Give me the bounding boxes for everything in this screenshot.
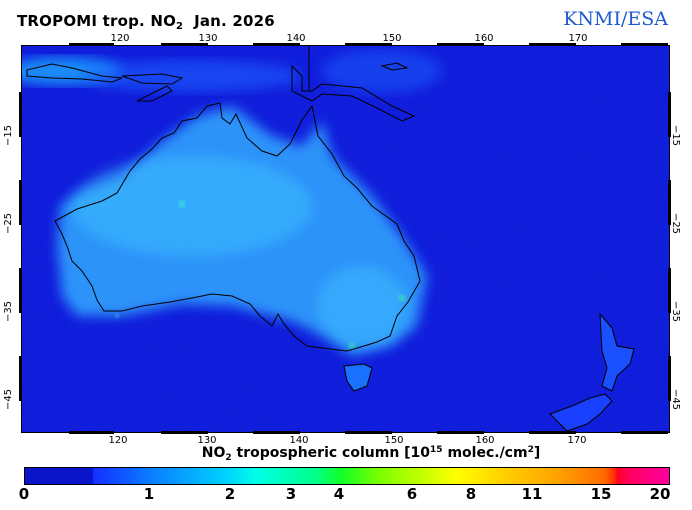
colorbar-title-no: NO [201, 445, 226, 461]
colorbar-label-3: 3 [285, 485, 297, 503]
colorbar-title: NO2 tropospheric column [1015 molec./cm2… [0, 445, 692, 463]
java-coastline [26, 63, 123, 83]
nz-north-island [599, 312, 635, 392]
bottom-axis-bar [437, 431, 484, 434]
x-tick-top-150: 150 [382, 33, 402, 44]
timor-coastline [136, 85, 173, 102]
no2-map [22, 46, 669, 432]
bottom-axis-bar [345, 431, 392, 434]
top-axis-bar [437, 43, 484, 46]
colorbar-label-20: 20 [649, 485, 671, 503]
x-tick-top-170: 170 [568, 33, 588, 44]
colorbar-label-8: 8 [465, 485, 477, 503]
x-tick-bottom-140: 140 [289, 435, 309, 446]
right-axis-bar [668, 268, 671, 313]
left-axis-bar [19, 180, 22, 225]
x-tick-bottom-170: 170 [567, 435, 587, 446]
title-text: TROPOMI trop. NO [17, 12, 177, 30]
bottom-axis-bar [529, 431, 576, 434]
y-tick-right-15: −15 [670, 124, 682, 147]
y-tick-left-45: −45 [3, 388, 15, 411]
y-tick-left-25: −25 [3, 212, 15, 235]
top-axis-bar [161, 43, 208, 46]
colorbar-label-4: 4 [333, 485, 345, 503]
right-axis-bar [668, 180, 671, 225]
y-tick-right-25: −25 [670, 212, 682, 235]
top-axis-bar [621, 43, 668, 46]
colorbar-label-15: 15 [590, 485, 612, 503]
colorbar-title-mid: tropospheric column [10 [231, 445, 431, 461]
credit-label: KNMI/ESA [563, 8, 668, 30]
tasmania-coastline [343, 363, 373, 392]
left-axis-bar [19, 92, 22, 137]
y-tick-left-35: −35 [3, 300, 15, 323]
x-tick-top-130: 130 [198, 33, 218, 44]
colorbar-title-unit: molec./cm [442, 445, 528, 461]
left-axis-bar [19, 356, 22, 401]
x-tick-bottom-150: 150 [384, 435, 404, 446]
x-tick-top-140: 140 [286, 33, 306, 44]
x-tick-top-160: 160 [474, 33, 494, 44]
colorbar-title-end: ] [533, 445, 541, 461]
australia-coastline [54, 102, 421, 352]
left-axis-bar [19, 268, 22, 313]
y-tick-right-45: −45 [670, 388, 682, 411]
top-axis-bar [253, 43, 300, 46]
x-tick-bottom-120: 120 [108, 435, 128, 446]
top-axis-bar [345, 43, 392, 46]
colorbar [24, 467, 670, 485]
title-subscript: 2 [176, 21, 184, 32]
bottom-axis-bar [253, 431, 300, 434]
bottom-axis-bar [69, 431, 114, 434]
map-panel [21, 45, 670, 433]
new-guinea-coastline [291, 64, 416, 122]
colorbar-title-exp2: 2 [527, 445, 534, 455]
right-axis-bar [668, 356, 671, 401]
title-date: Jan. 2026 [194, 12, 275, 30]
bottom-axis-bar [161, 431, 208, 434]
colorbar-title-sub: 2 [225, 453, 232, 463]
colorbar-label-11: 11 [521, 485, 543, 503]
y-tick-left-15: −15 [3, 124, 15, 147]
x-tick-bottom-130: 130 [197, 435, 217, 446]
x-tick-top-120: 120 [110, 33, 130, 44]
colorbar-label-0: 0 [18, 485, 30, 503]
map-title: TROPOMI trop. NO2 Jan. 2026 [17, 12, 275, 32]
x-tick-bottom-160: 160 [475, 435, 495, 446]
colorbar-label-6: 6 [406, 485, 418, 503]
y-tick-right-35: −35 [670, 300, 682, 323]
right-axis-bar [668, 92, 671, 137]
colorbar-title-exp: 15 [430, 445, 443, 455]
colorbar-label-1: 1 [143, 485, 155, 503]
top-axis-bar [69, 43, 114, 46]
top-axis-bar [529, 43, 576, 46]
bottom-axis-bar [621, 431, 668, 434]
colorbar-label-2: 2 [224, 485, 236, 503]
